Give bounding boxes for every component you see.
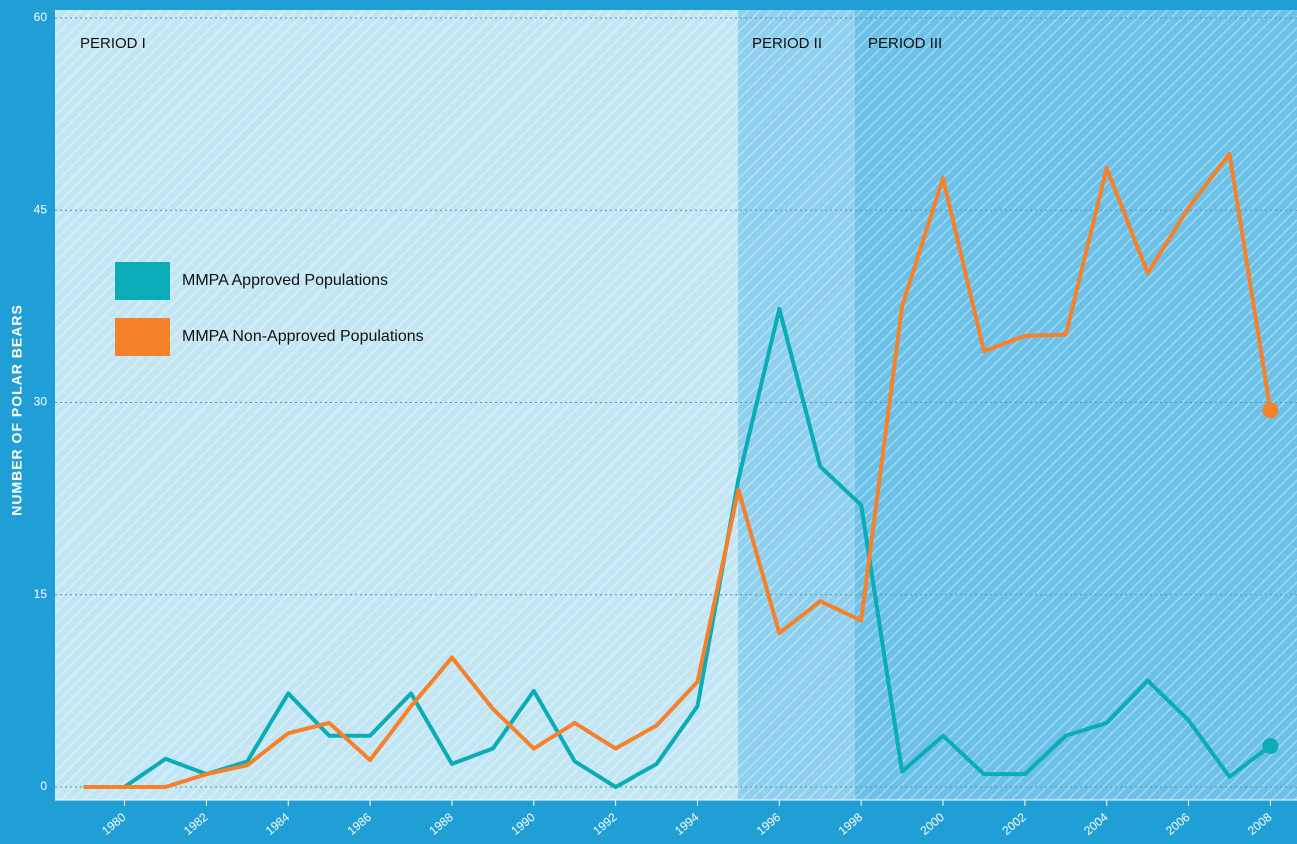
x-tick-label: 1998 <box>836 810 866 838</box>
legend-swatch <box>115 318 170 356</box>
x-tick-label: 1990 <box>508 810 538 838</box>
x-tick-label: 2000 <box>918 810 948 838</box>
x-tick-label: 2006 <box>1163 810 1193 838</box>
x-tick-label: 2004 <box>1081 810 1111 838</box>
end-dot <box>1262 737 1279 754</box>
legend-label: MMPA Non-Approved Populations <box>182 328 424 345</box>
y-tick-label: 60 <box>34 10 48 24</box>
hatching <box>55 10 1297 800</box>
annotation: PERIOD I <box>80 35 146 52</box>
legend-label: MMPA Approved Populations <box>182 272 388 289</box>
y-tick-label: 15 <box>34 587 48 601</box>
x-tick-label: 1986 <box>345 810 375 838</box>
x-tick-label: 1984 <box>263 810 293 838</box>
annotation: PERIOD II <box>752 35 822 52</box>
series-line <box>83 306 1272 789</box>
x-tick-label: 1982 <box>181 810 211 838</box>
x-tick-label: 2008 <box>1245 810 1275 838</box>
x-tick-label: 1980 <box>99 810 129 838</box>
y-tick-label: 45 <box>34 202 48 216</box>
y-axis-label: NUMBER OF POLAR BEARS <box>9 304 25 516</box>
x-tick-label: 1994 <box>672 810 702 838</box>
x-tick-label: 1996 <box>754 810 784 838</box>
x-tick-label: 1992 <box>590 810 620 838</box>
annotation: PERIOD III <box>868 35 942 52</box>
x-tick-label: 2002 <box>999 810 1029 838</box>
end-dot <box>1262 402 1279 419</box>
legend-swatch <box>115 262 170 300</box>
x-tick-label: 1988 <box>426 810 456 838</box>
y-tick-label: 30 <box>34 395 48 409</box>
y-tick-label: 0 <box>40 779 47 793</box>
series-line <box>83 151 1273 789</box>
